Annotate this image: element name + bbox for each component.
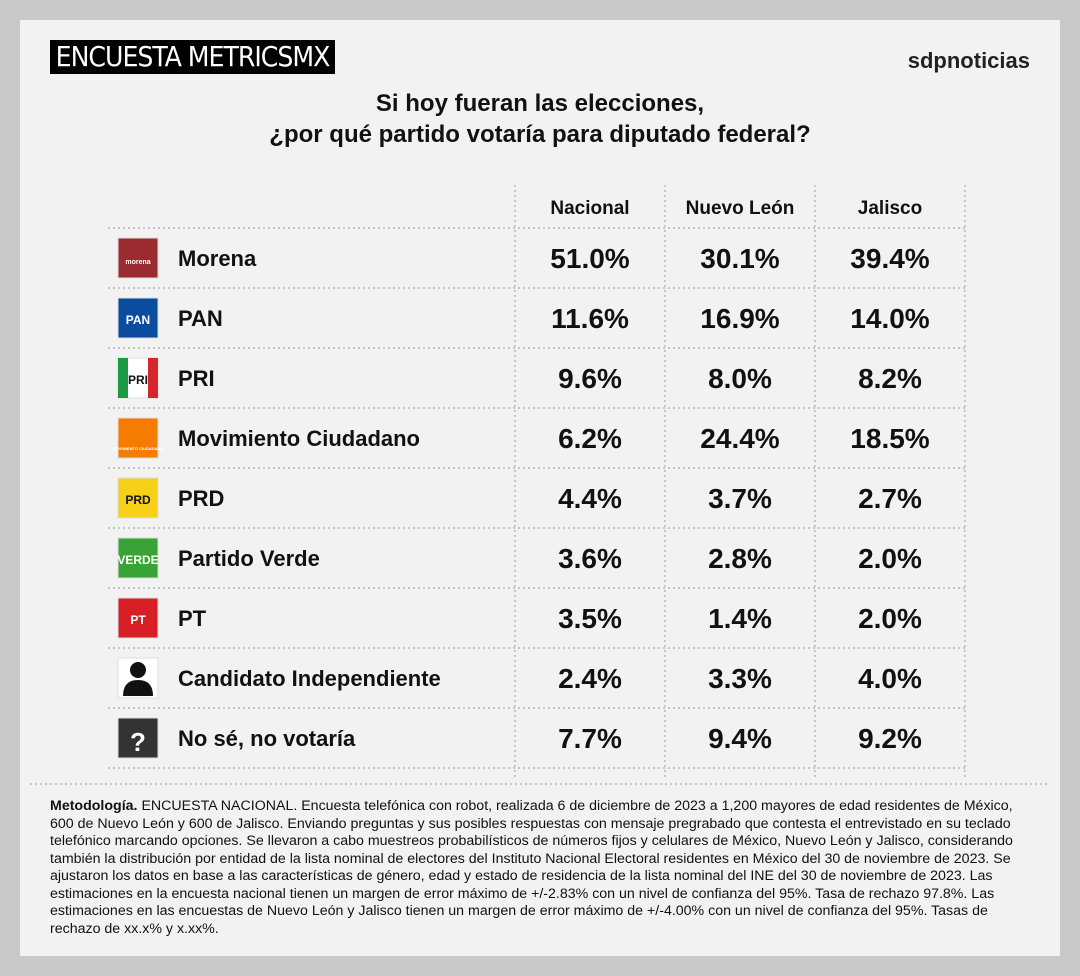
value: 3.7%	[708, 483, 772, 514]
party-name: PRI	[178, 366, 215, 391]
icon-stripe	[118, 358, 128, 398]
party-icon: ?	[117, 717, 159, 759]
column-header: Jalisco	[858, 198, 922, 219]
icon-text: ?	[130, 727, 146, 757]
value: 2.4%	[558, 663, 622, 694]
party-name: Movimiento Ciudadano	[178, 426, 420, 451]
party-name: No sé, no votaría	[178, 726, 356, 751]
value: 4.4%	[558, 483, 622, 514]
value: 8.2%	[858, 363, 922, 394]
value: 11.6%	[551, 303, 629, 334]
party-name: Candidato Independiente	[178, 666, 441, 691]
column-header: Nacional	[550, 198, 629, 219]
icon-text: morena	[125, 259, 150, 266]
icon-bg	[117, 717, 159, 759]
value: 2.0%	[858, 543, 922, 574]
value: 9.4%	[708, 723, 772, 754]
icon-text: MOVIMIENTO CIUDADANO	[112, 446, 163, 451]
value: 4.0%	[858, 663, 922, 694]
methodology: Metodología. ENCUESTA NACIONAL. Encuesta…	[50, 798, 1035, 938]
icon-body	[123, 680, 153, 696]
party-name: PAN	[178, 306, 223, 331]
icon-text: PAN	[126, 313, 150, 327]
value: 2.0%	[858, 603, 922, 634]
icon-bg	[117, 537, 159, 579]
value: 9.2%	[858, 723, 922, 754]
icon-text: PT	[130, 613, 146, 627]
title-line: ¿por qué partido votaría para diputado f…	[269, 121, 811, 148]
value: 1.4%	[708, 603, 772, 634]
value: 14.0%	[850, 303, 929, 334]
party-icon: PRI	[117, 357, 159, 399]
value: 18.5%	[850, 423, 929, 454]
party-name: PRD	[178, 486, 224, 511]
title-line: Si hoy fueran las elecciones,	[375, 90, 705, 117]
icon-bg	[117, 597, 159, 639]
party-name: Partido Verde	[178, 546, 320, 571]
icon-bg	[117, 297, 159, 339]
methodology-text: ENCUESTA NACIONAL. Encuesta telefónica c…	[50, 798, 1013, 937]
value: 2.7%	[858, 483, 922, 514]
value: 9.6%	[558, 363, 622, 394]
brand: ENCUESTA METRICSMX	[50, 40, 335, 74]
party-icon: VERDE	[117, 537, 159, 579]
icon-text: PRD	[125, 493, 151, 507]
value: 6.2%	[558, 423, 622, 454]
methodology-label: Metodología.	[50, 798, 138, 814]
value: 30.1%	[700, 243, 779, 274]
card: ENCUESTA METRICSMX sdpnoticias Si hoy fu…	[20, 20, 1060, 956]
value: 8.0%	[708, 363, 772, 394]
value: 16.9%	[700, 303, 779, 334]
value: 3.6%	[558, 543, 622, 574]
value: 3.3%	[708, 663, 772, 694]
column-header: Nuevo León	[686, 198, 795, 219]
party-icon: MOVIMIENTO CIUDADANO	[112, 417, 164, 459]
value: 24.4%	[700, 423, 779, 454]
value: 3.5%	[558, 603, 622, 634]
party-icon: morena	[117, 237, 159, 279]
icon-bg	[117, 477, 159, 519]
title: Si hoy fueran las elecciones, ¿por qué p…	[20, 88, 1060, 150]
value: 7.7%	[558, 723, 622, 754]
party-icon: PAN	[117, 297, 159, 339]
party-name: PT	[178, 606, 207, 631]
party-icon: PT	[117, 597, 159, 639]
logo: sdpnoticias	[907, 48, 1030, 73]
icon-stripe	[148, 358, 158, 398]
icon-bg	[117, 417, 159, 459]
value: 39.4%	[850, 243, 929, 274]
party-icon: PRD	[117, 477, 159, 519]
party-name: Morena	[178, 246, 257, 271]
icon-head	[130, 662, 146, 678]
icon-text: VERDE	[117, 553, 158, 567]
value: 2.8%	[708, 543, 772, 574]
icon-text: PRI	[128, 373, 148, 387]
icon-bg	[117, 237, 159, 279]
value: 51.0%	[550, 243, 629, 274]
table: Nacional Nuevo León Jalisco morena Morena 51.…	[30, 185, 1050, 785]
party-icon	[117, 657, 159, 699]
